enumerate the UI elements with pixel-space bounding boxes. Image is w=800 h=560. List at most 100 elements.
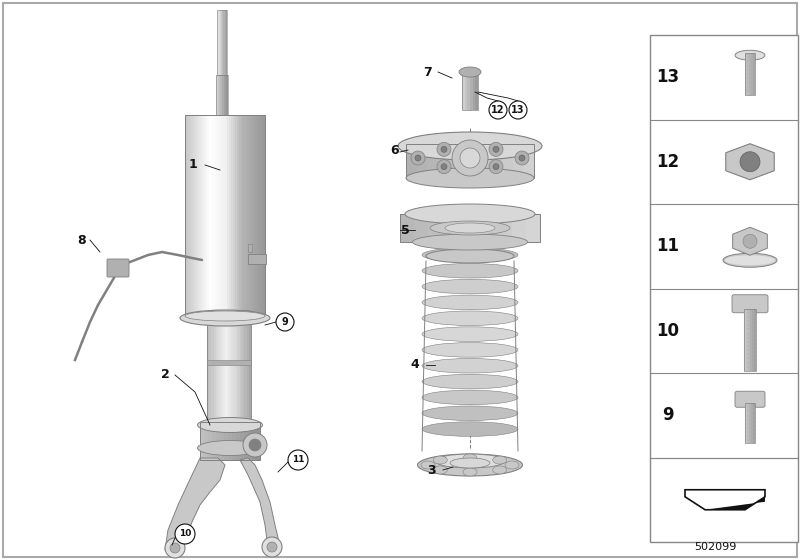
Bar [236, 422, 240, 460]
Bar [414, 214, 428, 242]
Bar [261, 115, 263, 315]
Circle shape [276, 313, 294, 331]
Circle shape [415, 155, 421, 161]
Bar [753, 403, 755, 444]
Bar [752, 309, 754, 371]
Circle shape [460, 148, 480, 168]
Bar [222, 313, 225, 425]
Ellipse shape [405, 204, 535, 224]
Text: 3: 3 [428, 464, 436, 477]
Bar [237, 115, 239, 315]
Bar [193, 115, 195, 315]
Bar [216, 313, 218, 425]
Bar [745, 403, 755, 444]
Bar [747, 53, 749, 95]
Bar [197, 115, 199, 315]
Bar [235, 313, 238, 425]
Bar [427, 144, 438, 178]
Bar [209, 310, 249, 314]
Bar [229, 115, 231, 315]
Text: 9: 9 [282, 317, 288, 327]
Bar [256, 422, 260, 460]
Circle shape [437, 142, 451, 156]
Bar [744, 309, 746, 371]
Ellipse shape [434, 466, 447, 474]
Bar [523, 144, 534, 178]
Polygon shape [240, 458, 280, 550]
Ellipse shape [418, 454, 522, 476]
Bar [475, 72, 478, 110]
Circle shape [740, 152, 760, 172]
Bar [215, 115, 217, 315]
Bar [214, 313, 216, 425]
Circle shape [267, 542, 277, 552]
Bar [243, 115, 245, 315]
FancyBboxPatch shape [107, 259, 129, 277]
Bar [428, 214, 442, 242]
FancyBboxPatch shape [735, 391, 765, 407]
Bar [212, 422, 216, 460]
Bar [204, 422, 208, 460]
Ellipse shape [723, 253, 777, 267]
Bar [216, 75, 228, 115]
Bar [244, 422, 248, 460]
Ellipse shape [185, 311, 265, 321]
Bar [400, 214, 540, 242]
Bar [240, 422, 244, 460]
Ellipse shape [430, 221, 510, 235]
Bar [745, 403, 747, 444]
Bar [241, 115, 243, 315]
Text: 1: 1 [189, 158, 198, 171]
Text: 11: 11 [292, 455, 304, 464]
Bar [185, 115, 265, 315]
Bar [246, 313, 249, 425]
Bar [650, 35, 798, 542]
Bar [470, 144, 481, 178]
Bar [224, 422, 228, 460]
Ellipse shape [422, 422, 518, 436]
Circle shape [452, 140, 488, 176]
Bar [753, 53, 755, 95]
Text: 8: 8 [78, 234, 86, 246]
Bar [227, 115, 229, 315]
Ellipse shape [422, 343, 518, 357]
Bar [462, 72, 465, 110]
Bar [251, 115, 253, 315]
Circle shape [493, 164, 499, 170]
Bar [239, 115, 241, 315]
Bar [225, 115, 227, 315]
Bar [217, 115, 219, 315]
Ellipse shape [406, 168, 534, 188]
Text: 7: 7 [422, 66, 431, 78]
Text: 2: 2 [161, 368, 170, 381]
Bar [218, 313, 220, 425]
Bar [209, 115, 211, 315]
Bar [203, 115, 205, 315]
Bar [191, 115, 193, 315]
Ellipse shape [422, 279, 518, 294]
Bar [467, 72, 470, 110]
Circle shape [489, 142, 503, 156]
Bar [245, 115, 247, 315]
Bar [201, 115, 203, 315]
Ellipse shape [493, 466, 506, 474]
Bar [216, 422, 220, 460]
Bar [238, 313, 240, 425]
Bar [744, 309, 756, 371]
Bar [248, 244, 252, 252]
Bar [481, 144, 491, 178]
Bar [207, 313, 251, 425]
Bar [438, 144, 449, 178]
Bar [749, 403, 751, 444]
Bar [449, 144, 459, 178]
Ellipse shape [435, 454, 505, 468]
Text: 5: 5 [401, 223, 410, 236]
Text: 10: 10 [179, 530, 191, 539]
Bar [502, 144, 513, 178]
Bar [225, 313, 227, 425]
Bar [210, 313, 211, 425]
Bar [512, 214, 526, 242]
Bar [232, 422, 236, 460]
Ellipse shape [422, 390, 518, 405]
Text: 9: 9 [662, 406, 674, 424]
